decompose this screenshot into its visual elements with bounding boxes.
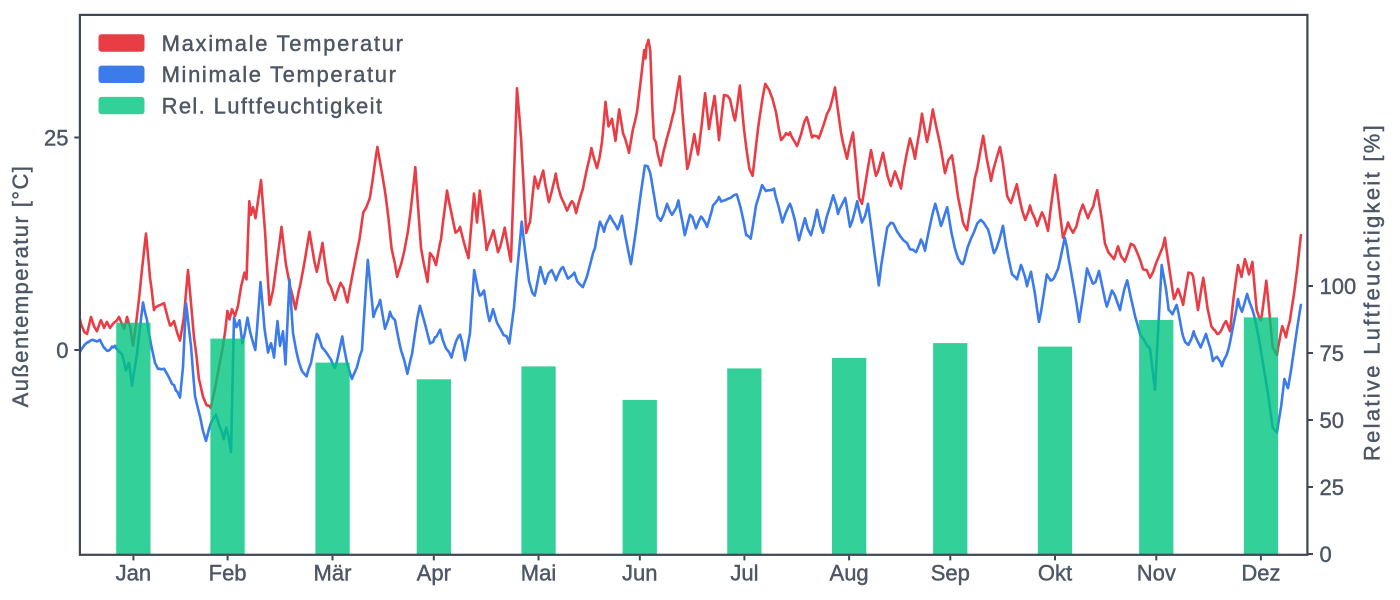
svg-text:Jul: Jul	[730, 561, 758, 586]
svg-text:Maximale Temperatur: Maximale Temperatur	[162, 31, 405, 56]
svg-text:Minimale Temperatur: Minimale Temperatur	[162, 62, 398, 87]
svg-text:Sep: Sep	[931, 561, 970, 586]
svg-text:75: 75	[1320, 341, 1344, 366]
svg-text:0: 0	[1320, 542, 1332, 567]
svg-text:Nov: Nov	[1137, 561, 1176, 586]
svg-text:Okt: Okt	[1038, 561, 1072, 586]
svg-text:Dez: Dez	[1241, 561, 1280, 586]
svg-text:Mai: Mai	[521, 561, 556, 586]
svg-text:Mär: Mär	[314, 561, 352, 586]
svg-text:Außentemperatur [°C]: Außentemperatur [°C]	[8, 165, 33, 408]
svg-text:25: 25	[1320, 475, 1344, 500]
svg-text:Feb: Feb	[209, 561, 247, 586]
svg-text:Jun: Jun	[622, 561, 657, 586]
svg-text:100: 100	[1320, 274, 1357, 299]
svg-text:Aug: Aug	[830, 561, 869, 586]
svg-text:Apr: Apr	[417, 561, 451, 586]
svg-text:0: 0	[56, 338, 68, 363]
svg-text:25: 25	[44, 125, 68, 150]
svg-text:Jan: Jan	[116, 561, 151, 586]
svg-text:Rel. Luftfeuchtigkeit: Rel. Luftfeuchtigkeit	[162, 94, 384, 119]
svg-text:Relative Luftfeuchtigkeit [%]: Relative Luftfeuchtigkeit [%]	[1360, 123, 1385, 461]
svg-text:50: 50	[1320, 408, 1344, 433]
